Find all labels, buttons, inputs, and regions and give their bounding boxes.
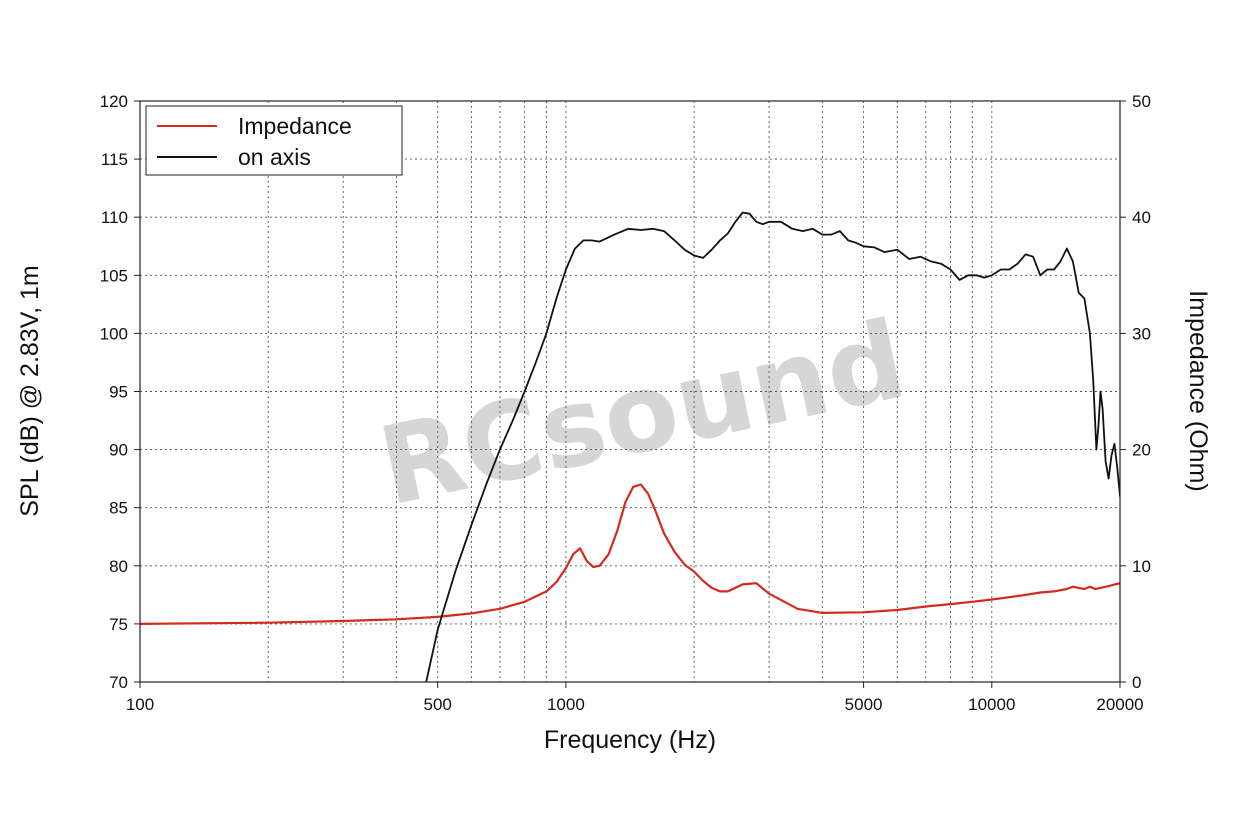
legend-label-on-axis: on axis	[238, 144, 311, 170]
watermark-logo: RCsound	[369, 298, 915, 531]
legend-box	[145, 105, 403, 176]
series-line-impedance	[140, 483, 1120, 625]
y2-axis-title: Impedance (Ohm)	[1184, 290, 1212, 491]
series-layer	[140, 211, 1120, 682]
x-tick-label: 500	[424, 695, 452, 714]
y2-tick-label: 10	[1132, 557, 1151, 576]
x-tick-label: 100	[126, 695, 154, 714]
legend-label-impedance: Impedance	[238, 113, 352, 139]
grid-lines	[140, 101, 1120, 682]
y-tick-label: 105	[100, 266, 128, 285]
y-tick-label: 110	[101, 208, 128, 227]
y2-tick-label: 0	[1132, 673, 1141, 692]
legend: Impedance on axis	[145, 105, 403, 176]
y-tick-label: 120	[100, 92, 128, 111]
y-tick-label: 75	[109, 615, 128, 634]
x-tick-label: 20000	[1096, 695, 1143, 714]
y2-tick-label: 30	[1132, 324, 1151, 343]
y-tick-label: 85	[109, 499, 128, 518]
y-tick-label: 70	[109, 673, 128, 692]
y2-tick-label: 50	[1132, 92, 1151, 111]
x-tick-label: 5000	[845, 695, 883, 714]
x-tick-label: 1000	[547, 695, 585, 714]
y2-tick-label: 20	[1132, 441, 1151, 460]
y-tick-label: 100	[100, 324, 128, 343]
y2-tick-label: 40	[1132, 208, 1151, 227]
series-line-on-axis	[425, 211, 1120, 682]
x-axis-title: Frequency (Hz)	[544, 726, 716, 754]
y-axis-title: SPL (dB) @ 2.83V, 1m	[16, 265, 44, 516]
y-tick-label: 90	[109, 441, 128, 460]
y-tick-label: 115	[101, 150, 128, 169]
x-tick-label: 10000	[968, 695, 1015, 714]
tick-layer: 70 75 80 85 90 95 100 105 110 115 120 0 10 20 30 40 50 10…	[100, 92, 1151, 714]
y-tick-label: 80	[109, 557, 128, 576]
y-tick-label: 95	[109, 383, 128, 402]
